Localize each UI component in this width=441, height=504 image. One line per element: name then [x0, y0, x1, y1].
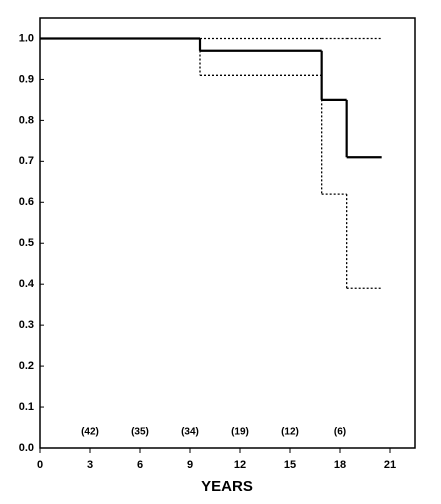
- x-tick-label: 21: [384, 459, 396, 471]
- x-tick-label: 15: [284, 459, 296, 471]
- y-tick-label: 0.7: [19, 155, 34, 167]
- y-tick-label: 0.9: [19, 73, 34, 85]
- y-tick-label: 0.3: [19, 319, 34, 331]
- y-tick-label: 0.2: [19, 360, 34, 372]
- y-tick-label: 1.0: [19, 32, 34, 44]
- at-risk-label: (6): [334, 427, 346, 438]
- x-tick-label: 0: [37, 459, 43, 471]
- x-axis-label: YEARS: [201, 478, 253, 495]
- y-tick-label: 0.1: [19, 401, 34, 413]
- x-tick-label: 12: [234, 459, 246, 471]
- at-risk-label: (42): [81, 427, 99, 438]
- x-tick-label: 3: [87, 459, 93, 471]
- y-tick-label: 0.0: [19, 442, 34, 454]
- at-risk-label: (35): [131, 427, 149, 438]
- x-tick-label: 9: [187, 459, 193, 471]
- at-risk-label: (12): [281, 427, 299, 438]
- at-risk-label: (34): [181, 427, 199, 438]
- y-tick-label: 0.6: [19, 196, 34, 208]
- y-tick-label: 0.8: [19, 114, 34, 126]
- y-tick-label: 0.5: [19, 237, 34, 249]
- x-tick-label: 6: [137, 459, 143, 471]
- plot-frame: [39, 17, 416, 449]
- y-tick-label: 0.4: [19, 278, 35, 290]
- at-risk-label: (19): [231, 427, 249, 438]
- x-tick-label: 18: [334, 459, 346, 471]
